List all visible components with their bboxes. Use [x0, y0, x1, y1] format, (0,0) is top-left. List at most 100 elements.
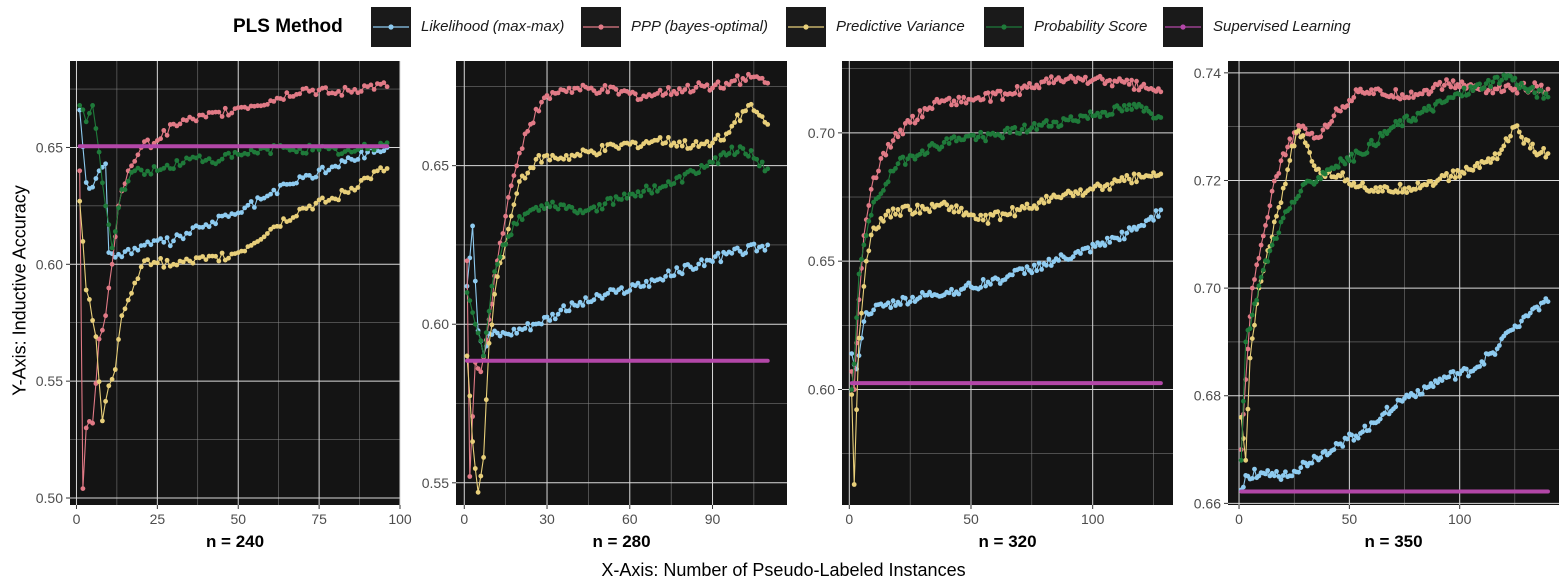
- series-likelihood-max-max-point: [660, 277, 666, 283]
- y-tick-label: 0.50: [36, 490, 63, 506]
- series-likelihood-max-max-point: [1415, 388, 1421, 393]
- series-probability-score-point: [924, 150, 930, 156]
- series-probability-score-point: [641, 188, 646, 194]
- series-ppp-bayes-optimal-point: [726, 82, 732, 88]
- series-probability-score-point: [536, 208, 542, 213]
- series-probability-score-point: [268, 151, 273, 157]
- series-predictive-variance-point: [96, 379, 102, 385]
- series-likelihood-max-max-point: [1274, 469, 1279, 474]
- series-predictive-variance-point: [657, 135, 663, 140]
- series-probability-score-point: [1543, 91, 1549, 97]
- x-tick-label: 0: [460, 511, 468, 527]
- series-likelihood-max-max-point: [1148, 214, 1154, 220]
- legend-label-probability-score: Probability Score: [1034, 18, 1148, 35]
- series-predictive-variance-point: [1477, 165, 1482, 171]
- series-predictive-variance-point: [506, 226, 511, 232]
- series-probability-score-point: [1512, 75, 1518, 81]
- series-predictive-variance-point: [336, 197, 341, 203]
- series-probability-score-point: [1252, 301, 1257, 307]
- series-predictive-variance-point: [467, 393, 473, 399]
- series-ppp-bayes-optimal-point: [657, 87, 663, 93]
- series-probability-score-point: [197, 153, 202, 159]
- series-probability-score-point: [859, 256, 864, 262]
- series-probability-score-point: [255, 150, 260, 156]
- series-ppp-bayes-optimal-point: [743, 78, 748, 83]
- series-probability-score-point: [1477, 81, 1482, 87]
- series-predictive-variance-point: [915, 202, 920, 208]
- series-predictive-variance-point: [616, 146, 622, 151]
- series-predictive-variance-point: [975, 217, 981, 223]
- series-likelihood-max-max-point: [890, 298, 896, 304]
- series-probability-score-point: [1490, 79, 1496, 85]
- series-predictive-variance-point: [287, 218, 293, 223]
- series-predictive-variance-point: [1538, 150, 1544, 155]
- series-likelihood-max-max-point: [1010, 272, 1015, 278]
- series-likelihood-max-max-point: [1463, 366, 1469, 372]
- series-likelihood-max-max-point: [1331, 447, 1337, 452]
- series-probability-score-point: [851, 361, 857, 367]
- series-predictive-variance-point: [1413, 186, 1418, 192]
- series-probability-score-point: [881, 188, 886, 193]
- series-likelihood-max-max-point: [1450, 369, 1456, 374]
- series-ppp-bayes-optimal-point: [685, 82, 691, 88]
- series-probability-score-point: [632, 193, 638, 199]
- series-probability-score-point: [729, 144, 735, 150]
- y-tick-label: 0.55: [422, 475, 449, 491]
- series-likelihood-max-max-point: [187, 231, 193, 237]
- series-predictive-variance-point: [597, 151, 602, 157]
- series-likelihood-max-max-point: [737, 248, 743, 254]
- series-ppp-bayes-optimal-point: [1448, 84, 1454, 90]
- series-probability-score-point: [1075, 119, 1081, 124]
- series-likelihood-max-max-point: [294, 180, 299, 186]
- x-tick-label: 50: [1342, 511, 1358, 527]
- series-predictive-variance-point: [138, 264, 144, 270]
- series-likelihood-max-max-point: [1252, 466, 1257, 472]
- series-predictive-variance-point: [129, 290, 134, 296]
- series-predictive-variance-point: [1452, 175, 1458, 181]
- series-predictive-variance-point: [1455, 168, 1460, 173]
- series-ppp-bayes-optimal-point: [1276, 171, 1282, 176]
- series-likelihood-max-max-point: [566, 308, 572, 314]
- series-probability-score-point: [116, 205, 121, 211]
- series-predictive-variance-point: [1017, 207, 1023, 213]
- series-predictive-variance-point: [729, 123, 735, 129]
- series-probability-score-point: [912, 156, 918, 162]
- series-predictive-variance-point: [1117, 178, 1122, 184]
- series-ppp-bayes-optimal-point: [1430, 85, 1436, 91]
- series-ppp-bayes-optimal-point: [883, 152, 889, 158]
- series-probability-score-point: [492, 269, 497, 274]
- series-ppp-bayes-optimal-point: [336, 89, 341, 94]
- x-axis-label: X-Axis: Number of Pseudo-Labeled Instanc…: [601, 560, 966, 580]
- series-probability-score-point: [539, 203, 544, 209]
- series-ppp-bayes-optimal-point: [467, 474, 473, 479]
- series-likelihood-max-max-point: [1107, 240, 1113, 245]
- series-probability-score-point: [1538, 88, 1544, 93]
- series-predictive-variance-point: [1530, 141, 1535, 147]
- series-predictive-variance-point: [1461, 171, 1467, 176]
- series-probability-score-point: [96, 149, 102, 155]
- series-ppp-bayes-optimal-point: [1406, 95, 1412, 101]
- series-probability-score-point: [1532, 90, 1538, 96]
- series-predictive-variance-point: [1247, 355, 1253, 361]
- series-ppp-bayes-optimal-point: [898, 127, 903, 133]
- series-likelihood-max-max-point: [522, 326, 528, 331]
- series-ppp-bayes-optimal-point: [721, 86, 726, 91]
- series-ppp-bayes-optimal-point: [1318, 134, 1324, 140]
- series-likelihood-max-max-point: [910, 294, 915, 300]
- series-ppp-bayes-optimal-point: [216, 109, 222, 115]
- series-ppp-bayes-optimal-point: [1017, 92, 1023, 98]
- series-probability-score-point: [638, 193, 644, 199]
- series-likelihood-max-max-point: [927, 289, 932, 295]
- series-probability-score-point: [470, 310, 475, 315]
- legend-label-predictive-variance: Predictive Variance: [836, 18, 965, 35]
- series-predictive-variance-point: [693, 139, 699, 144]
- series-likelihood-max-max-point: [1413, 394, 1418, 400]
- series-probability-score-point: [902, 162, 908, 167]
- series-probability-score-point: [371, 147, 377, 153]
- series-likelihood-max-max-point: [125, 246, 131, 252]
- series-probability-score-point: [1022, 122, 1027, 128]
- series-predictive-variance-point: [536, 153, 542, 158]
- series-predictive-variance-point: [307, 203, 312, 209]
- series-likelihood-max-max-point: [508, 332, 514, 338]
- series-predictive-variance-point: [1097, 183, 1103, 189]
